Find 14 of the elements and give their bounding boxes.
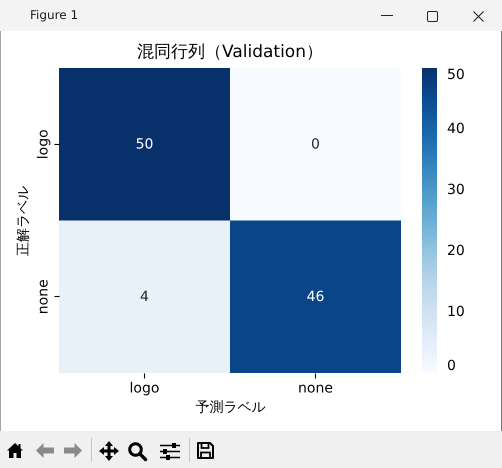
color-bar-label: 0 — [447, 358, 456, 374]
color-bar-label: 30 — [447, 182, 465, 198]
data-label: 46 — [306, 288, 324, 305]
color-bar-label: 50 — [447, 67, 465, 83]
y-axis-title: 正解ラベル — [16, 186, 32, 256]
color-bar-label: 20 — [447, 243, 465, 259]
chart-title: 混同行列（Validation） — [137, 42, 323, 62]
color-bar-label: 10 — [447, 304, 465, 320]
caption: Figure 1 — [30, 8, 78, 23]
data-label: 0 — [311, 136, 320, 152]
x-axis-title: 予測ラベル — [196, 400, 266, 416]
data-label: 4 — [140, 288, 150, 305]
data-label: 50 — [136, 136, 154, 152]
color-bar-label: 40 — [447, 121, 465, 137]
